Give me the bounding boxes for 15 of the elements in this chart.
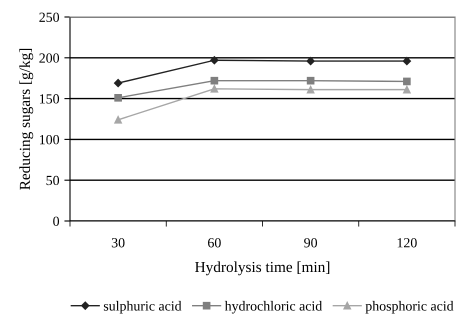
- x-tick-label: 120: [398, 238, 417, 248]
- x-axis-title: Hydrolysis time [min]: [195, 261, 330, 276]
- y-tick-label: 0: [53, 216, 60, 226]
- y-tick-label: 100: [40, 134, 60, 144]
- x-tick-label: 30: [112, 238, 125, 248]
- y-tick-label: 150: [40, 94, 60, 104]
- y-tick-label: 250: [39, 12, 60, 22]
- x-tick-label: 60: [208, 238, 221, 248]
- legend-label: phosphoric acid: [366, 300, 454, 314]
- legend-label: sulphuric acid: [104, 300, 182, 314]
- x-tick-label: 90: [304, 238, 318, 248]
- y-tick-label: 50: [46, 176, 60, 186]
- legend-label: hydrochloric acid: [224, 300, 322, 314]
- y-tick-label: 200: [39, 53, 60, 63]
- y-axis-title: Reducing sugars [g/kg]: [19, 48, 34, 190]
